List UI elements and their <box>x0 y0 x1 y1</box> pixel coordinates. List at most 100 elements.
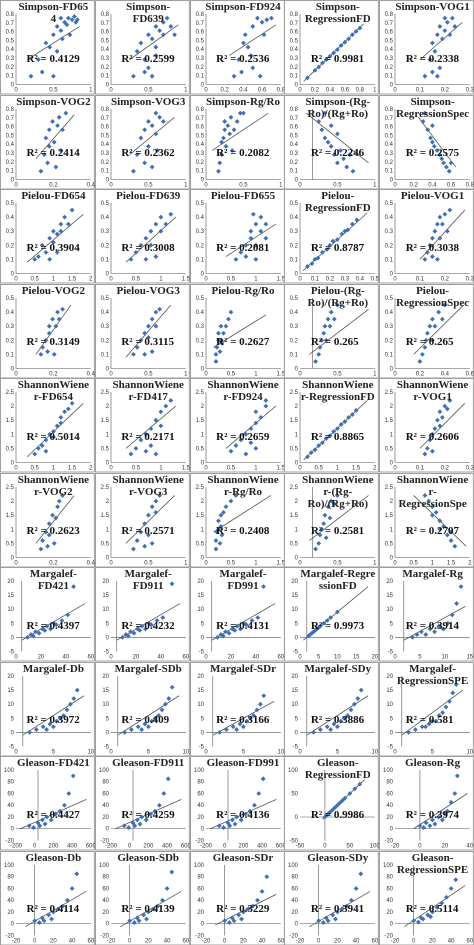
y-tick-label: 0.6 <box>290 124 299 130</box>
data-point <box>327 53 333 59</box>
y-tick-label: 0.5 <box>100 201 109 207</box>
x-tick-label: 0 <box>299 276 303 282</box>
y-tick-label: 0.2 <box>290 243 299 249</box>
x-tick-label: 0 <box>394 182 398 188</box>
x-tick-label: 0.2 <box>410 182 419 188</box>
data-point <box>435 256 440 262</box>
y-tick-label: 0 <box>390 635 394 641</box>
data-point <box>225 122 230 128</box>
y-tick-label: 0.5 <box>290 201 299 207</box>
trend-line <box>418 116 457 167</box>
y-tick-label: 0 <box>11 82 15 88</box>
data-point <box>342 419 348 425</box>
x-tick-label: 0.5 <box>410 560 419 566</box>
trend-line <box>413 304 465 355</box>
data-point <box>422 73 428 79</box>
x-tick-label: 5 <box>336 749 340 755</box>
y-tick-label: 15 <box>102 593 109 599</box>
y-tick-label: 15 <box>387 593 394 599</box>
data-point <box>430 909 435 914</box>
panel-svg: 0 0.1 0.2 0.3 0.4 0.5 0.6 0.7 0.8 0 0.2 0.4 0.6 0.8 <box>189 0 285 95</box>
data-point <box>309 261 315 267</box>
x-tick-label: 0 <box>299 87 303 93</box>
trend-line <box>27 26 80 60</box>
data-point <box>257 701 263 707</box>
data-point <box>70 773 76 779</box>
data-point <box>58 28 64 33</box>
y-tick-label: 0.8 <box>385 12 394 18</box>
data-point <box>138 337 144 343</box>
x-tick-label: 15 <box>467 654 474 660</box>
x-tick-label: 1 <box>184 87 188 93</box>
data-point <box>61 802 67 808</box>
data-point <box>51 139 57 145</box>
data-point <box>168 24 174 29</box>
x-tick-label: 0.2 <box>49 560 58 566</box>
data-point <box>243 718 249 724</box>
trend-line <box>212 494 271 532</box>
y-tick-label: 0.3 <box>385 56 394 62</box>
x-tick-label: 0.2 <box>416 371 425 377</box>
y-tick-label: 1.5 <box>6 418 15 424</box>
y-tick-label: 0.5 <box>385 133 394 139</box>
data-point <box>437 65 443 71</box>
data-point <box>313 546 319 551</box>
y-tick-label: 0.1 <box>100 257 109 263</box>
x-tick-label: 10 <box>372 749 379 755</box>
data-point <box>32 917 38 923</box>
y-tick-label: 0.7 <box>195 21 204 27</box>
data-point <box>215 168 221 174</box>
data-point <box>143 448 149 454</box>
data-point <box>220 330 226 336</box>
y-tick-label: 0.1 <box>290 168 299 174</box>
data-point <box>430 235 435 241</box>
x-tick-label: 1.5 <box>181 276 189 282</box>
y-tick-label: 10 <box>102 702 109 708</box>
scatter-panel: 0 0.1 0.2 0.3 0.4 0.5 0 0.1 0.2 0.3 0.4 0.5 Pielou- … <box>284 189 379 284</box>
data-point <box>43 135 49 140</box>
y-tick-label: 20 <box>7 909 14 915</box>
data-point <box>143 817 149 823</box>
data-point <box>47 44 53 50</box>
y-tick-label: 1 <box>105 527 109 533</box>
y-tick-label: 1.5 <box>6 513 15 519</box>
data-point <box>55 906 61 911</box>
data-point <box>330 912 336 917</box>
scatter-panel: -5 0 5 10 15 20 0 5 10 15 20 Margalef-Regre ssionFD… <box>284 567 379 662</box>
data-point <box>414 632 420 637</box>
data-point <box>234 118 240 124</box>
x-tick-label: 0.5 <box>334 371 343 377</box>
y-tick-label: -20 <box>290 933 299 939</box>
x-tick-label: 0 <box>109 465 113 471</box>
y-tick-label: 40 <box>102 898 109 904</box>
x-tick-label: 1.5 <box>68 276 77 282</box>
data-point <box>338 147 344 153</box>
x-tick-label: 0.4 <box>239 87 248 93</box>
x-tick-label: 0 <box>33 843 37 849</box>
y-tick-label: 0.3 <box>6 151 15 157</box>
x-tick-label: 0.2 <box>441 276 450 282</box>
panel-svg: 0 0.5 1 1.5 2 2.5 0 0.5 1 1.5 2 <box>379 472 474 567</box>
x-tick-label: 0 <box>128 938 132 944</box>
data-point <box>157 492 162 498</box>
scatter-panel: -5 0 5 10 15 20 0 5 10 Margalef-SDy R² = 0.3886 <box>284 661 379 757</box>
y-tick-label: 0.5 <box>6 38 15 44</box>
y-tick-label: 0 <box>295 366 299 372</box>
data-point <box>216 160 222 165</box>
data-point <box>250 211 256 217</box>
data-point <box>142 160 147 165</box>
panel-border <box>189 0 285 95</box>
x-tick-label: 1 <box>52 276 56 282</box>
panel-border <box>379 661 474 756</box>
data-point <box>158 423 164 429</box>
trend-line <box>309 494 370 541</box>
y-tick-label: 0.2 <box>100 243 109 249</box>
y-tick-label: 0.4 <box>6 310 15 316</box>
data-point <box>149 164 155 169</box>
data-point <box>40 723 46 729</box>
data-point <box>142 330 147 336</box>
data-point <box>432 48 438 54</box>
data-point <box>163 221 169 227</box>
data-point <box>38 546 44 551</box>
